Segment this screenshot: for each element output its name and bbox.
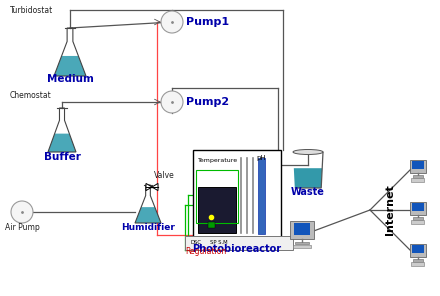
Text: Pump2: Pump2 xyxy=(186,97,229,107)
Polygon shape xyxy=(48,133,76,152)
Polygon shape xyxy=(294,168,322,188)
Bar xyxy=(412,245,424,253)
Bar xyxy=(413,217,423,220)
Text: Waste: Waste xyxy=(291,187,325,197)
Text: Temperature: Temperature xyxy=(198,158,238,163)
Text: Regulation: Regulation xyxy=(185,247,226,256)
Text: SP S.M: SP S.M xyxy=(210,240,227,245)
Text: Valve: Valve xyxy=(154,171,175,180)
Bar xyxy=(293,244,311,248)
Bar xyxy=(412,161,424,169)
Text: Photobioreactor: Photobioreactor xyxy=(192,244,282,254)
Text: Medium: Medium xyxy=(47,74,93,84)
Bar xyxy=(198,187,236,233)
Bar xyxy=(413,259,423,261)
Bar xyxy=(208,222,215,228)
Ellipse shape xyxy=(293,149,323,155)
Bar xyxy=(193,150,281,238)
Text: Pump1: Pump1 xyxy=(186,17,229,27)
Bar xyxy=(258,158,265,234)
Text: Turbidostat: Turbidostat xyxy=(10,6,53,15)
Text: Humidifier: Humidifier xyxy=(121,223,175,232)
Polygon shape xyxy=(146,184,152,191)
Text: Buffer: Buffer xyxy=(44,152,81,162)
Bar xyxy=(295,242,309,244)
Polygon shape xyxy=(54,56,86,76)
Circle shape xyxy=(11,201,33,223)
Bar xyxy=(185,236,293,250)
Bar xyxy=(413,175,423,178)
Circle shape xyxy=(161,91,183,113)
Text: pH: pH xyxy=(256,155,266,161)
Bar xyxy=(410,160,426,173)
Text: Air Pump: Air Pump xyxy=(5,223,39,232)
Bar xyxy=(411,220,425,223)
Text: Chemostat: Chemostat xyxy=(10,91,52,100)
Bar xyxy=(411,178,425,181)
Bar xyxy=(410,202,426,215)
Bar xyxy=(410,244,426,257)
Text: Internet: Internet xyxy=(385,185,395,235)
Circle shape xyxy=(161,11,183,33)
Polygon shape xyxy=(152,184,158,191)
Bar xyxy=(290,221,314,239)
Text: DSC: DSC xyxy=(190,240,201,245)
Bar xyxy=(411,262,425,266)
Bar xyxy=(196,170,238,223)
Bar xyxy=(293,223,311,235)
Polygon shape xyxy=(135,207,161,223)
Bar xyxy=(412,203,424,211)
